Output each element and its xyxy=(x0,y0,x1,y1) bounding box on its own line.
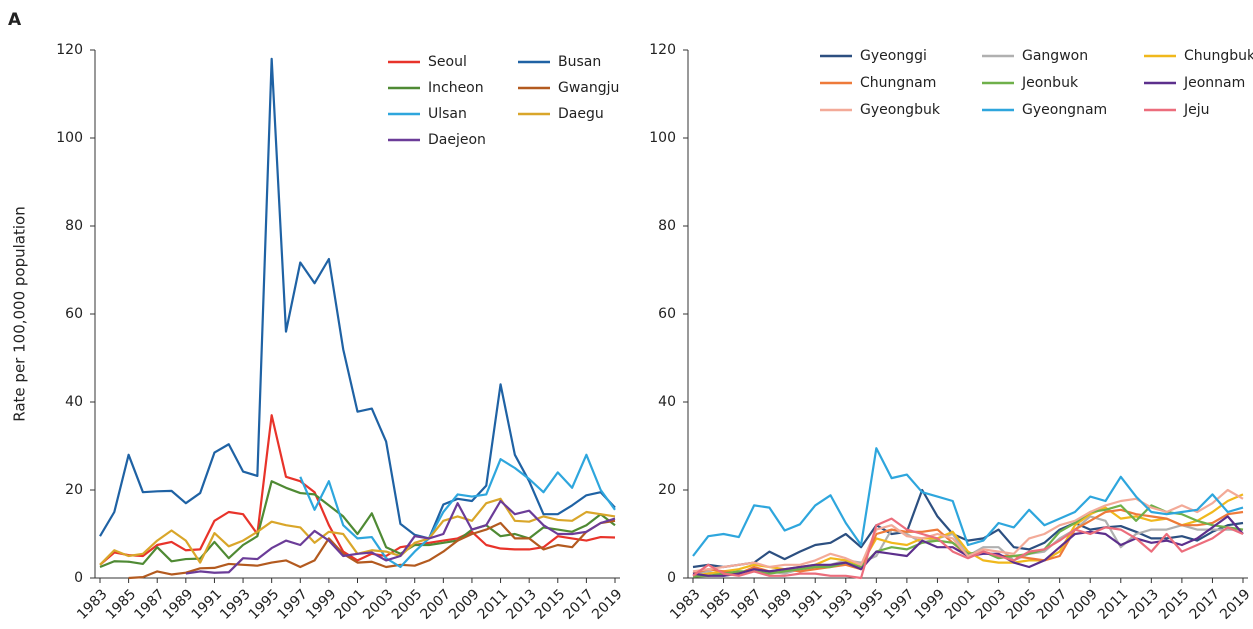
x-tick-label: 1995 xyxy=(246,586,283,623)
x-tick-label: 1989 xyxy=(759,586,796,623)
y-tick-label: 80 xyxy=(65,218,83,234)
y-tick-label: 80 xyxy=(658,218,676,234)
series-line xyxy=(692,447,1244,557)
series-line xyxy=(185,499,616,575)
legend-label: Jeonbuk xyxy=(1021,75,1079,91)
y-tick-label: 40 xyxy=(65,394,83,410)
x-tick-label: 2011 xyxy=(1095,586,1132,623)
y-tick-label: 0 xyxy=(74,570,83,586)
series-line xyxy=(692,517,1244,580)
x-tick-label: 2007 xyxy=(1034,586,1071,623)
legend-label: Chungbuk xyxy=(1184,48,1253,64)
x-tick-label: 2003 xyxy=(360,586,397,623)
series-line xyxy=(128,519,616,580)
y-tick-label: 120 xyxy=(649,42,676,58)
x-tick-label: 1991 xyxy=(189,586,226,623)
x-tick-label: 1997 xyxy=(881,586,918,623)
x-tick-label: 2015 xyxy=(532,586,569,623)
x-tick-label: 2011 xyxy=(475,586,512,623)
x-tick-label: 1999 xyxy=(303,586,340,623)
legend-label: Chungnam xyxy=(860,75,936,91)
x-tick-label: 2019 xyxy=(589,586,626,623)
x-tick-label: 1985 xyxy=(103,586,140,623)
legend-label: Gwangju xyxy=(558,80,619,96)
x-tick-label: 1989 xyxy=(160,586,197,623)
x-tick-label: 2001 xyxy=(942,586,979,623)
x-tick-label: 2017 xyxy=(561,586,598,623)
x-tick-label: 1991 xyxy=(789,586,826,623)
panel-label: A xyxy=(8,10,22,30)
x-tick-label: 2009 xyxy=(1064,586,1101,623)
series-line xyxy=(692,493,1244,577)
series-line xyxy=(692,488,1244,573)
x-tick-label: 2005 xyxy=(1003,586,1040,623)
y-tick-label: 100 xyxy=(649,130,676,146)
legend-label: Busan xyxy=(558,54,601,70)
x-tick-label: 1997 xyxy=(274,586,311,623)
legend-label: Gangwon xyxy=(1022,48,1088,64)
x-tick-label: 1987 xyxy=(131,586,168,623)
y-axis-label: Rate per 100,000 population xyxy=(11,206,29,421)
legend-label: Incheon xyxy=(428,80,484,96)
y-tick-label: 40 xyxy=(658,394,676,410)
y-tick-label: 100 xyxy=(56,130,83,146)
x-tick-label: 2017 xyxy=(1187,586,1224,623)
x-tick-label: 2007 xyxy=(417,586,454,623)
x-tick-label: 2019 xyxy=(1217,586,1253,623)
series-line xyxy=(99,57,616,540)
y-tick-label: 60 xyxy=(658,306,676,322)
legend-label: Gyeongbuk xyxy=(860,102,941,118)
series-line xyxy=(692,504,1244,578)
y-tick-label: 0 xyxy=(667,570,676,586)
legend-label: Gyeongnam xyxy=(1022,102,1107,118)
x-tick-label: 2003 xyxy=(973,586,1010,623)
y-tick-label: 60 xyxy=(65,306,83,322)
x-tick-label: 2001 xyxy=(332,586,369,623)
legend-label: Jeonnam xyxy=(1183,75,1245,91)
x-tick-label: 2005 xyxy=(389,586,426,623)
legend-label: Daegu xyxy=(558,106,604,122)
x-tick-label: 2009 xyxy=(446,586,483,623)
x-tick-label: 2015 xyxy=(1156,586,1193,623)
series-line xyxy=(692,488,1244,569)
x-tick-label: 2013 xyxy=(1125,586,1162,623)
x-tick-label: 1999 xyxy=(912,586,949,623)
x-tick-label: 1993 xyxy=(217,586,254,623)
legend-label: Gyeonggi xyxy=(860,48,927,64)
x-tick-label: 1993 xyxy=(820,586,857,623)
legend-label: Jeju xyxy=(1183,102,1210,118)
series-line xyxy=(299,453,616,569)
legend-label: Seoul xyxy=(428,54,467,70)
x-tick-label: 1983 xyxy=(74,586,111,623)
y-tick-label: 20 xyxy=(65,482,83,498)
x-tick-label: 2013 xyxy=(503,586,540,623)
x-tick-label: 1983 xyxy=(667,586,704,623)
series-line xyxy=(99,414,616,566)
y-tick-label: 20 xyxy=(658,482,676,498)
x-tick-label: 1985 xyxy=(698,586,735,623)
legend-label: Ulsan xyxy=(428,106,467,122)
legend-label: Daejeon xyxy=(428,132,486,148)
x-tick-label: 1987 xyxy=(728,586,765,623)
y-tick-label: 120 xyxy=(56,42,83,58)
x-tick-label: 1995 xyxy=(850,586,887,623)
